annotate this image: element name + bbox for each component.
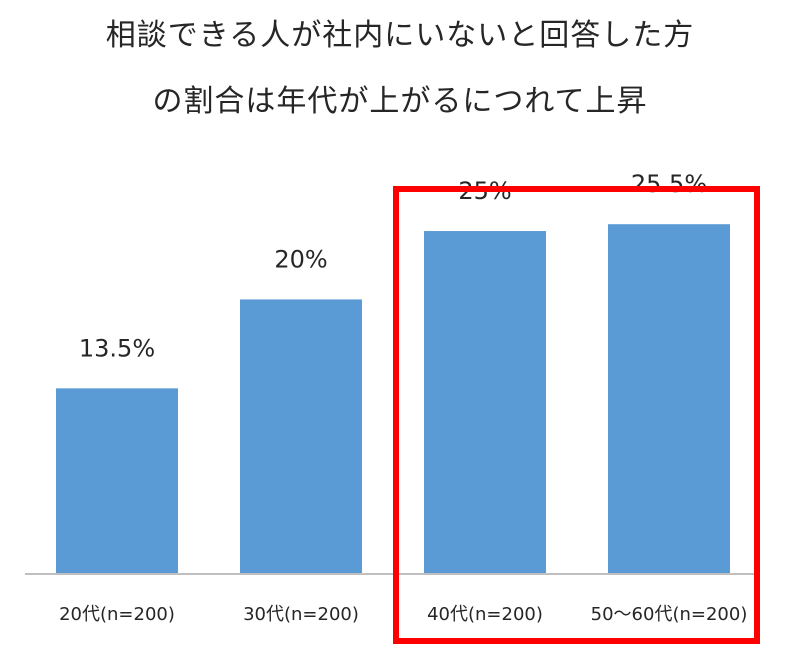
data-label-4: 25.5% — [631, 170, 707, 198]
data-label-1: 13.5% — [79, 334, 155, 362]
data-label-2: 20% — [274, 245, 327, 273]
chart-title-line-2: の割合は年代が上がるにつれて上昇 — [152, 84, 648, 119]
bar-3 — [424, 231, 546, 574]
bar-4 — [608, 224, 730, 574]
category-label-2: 30代(n=200) — [243, 604, 359, 625]
bar-1 — [56, 388, 178, 573]
category-label-3: 40代(n=200) — [427, 604, 543, 625]
bar-2 — [240, 299, 362, 573]
chart-title-line-1: 相談できる人が社内にいないと回答した方 — [105, 18, 695, 53]
highlight-box — [393, 186, 760, 644]
category-label-4: 50〜60代(n=200) — [591, 604, 748, 625]
category-label-1: 20代(n=200) — [59, 604, 175, 625]
